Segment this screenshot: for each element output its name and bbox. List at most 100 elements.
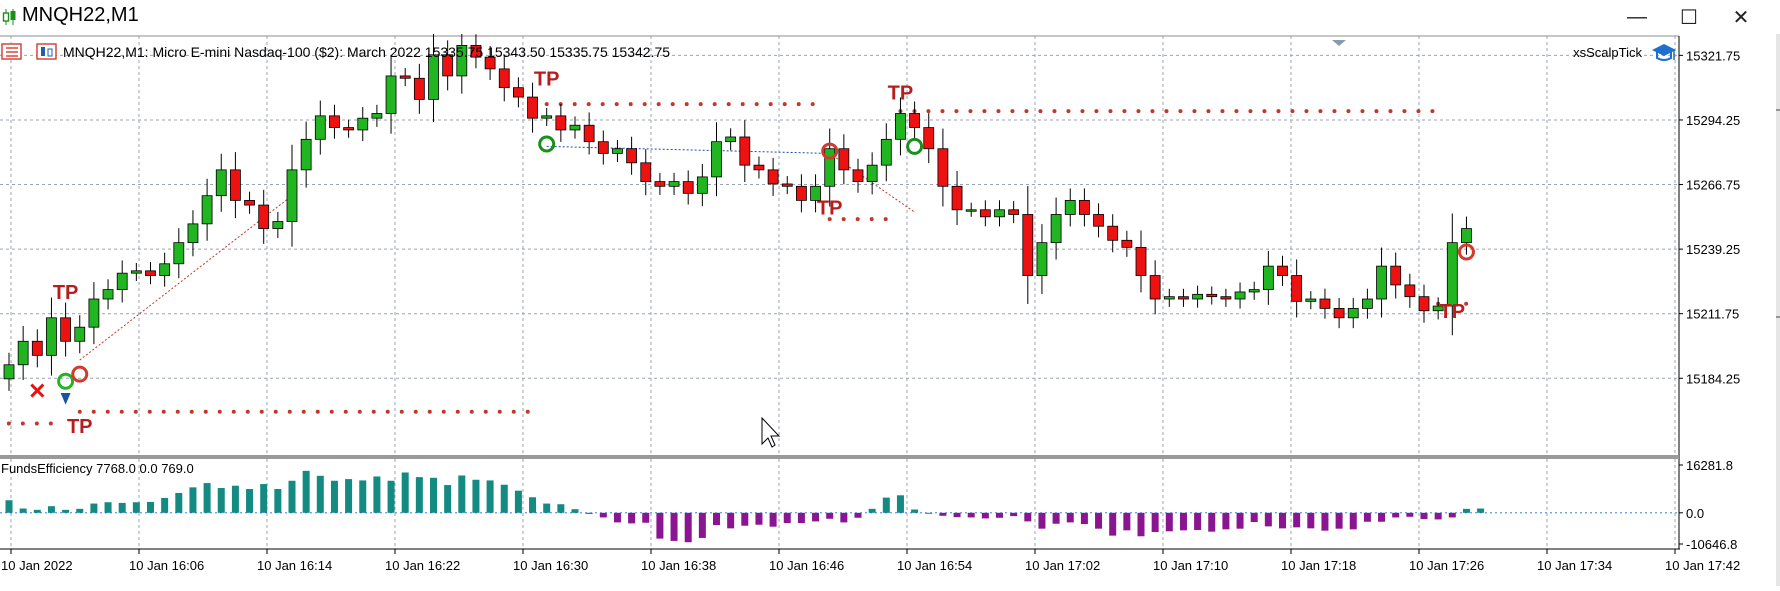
candle-body: [1149, 275, 1161, 300]
histogram-bar: [797, 512, 805, 524]
entry-circle: [1457, 243, 1475, 261]
level-dot: [1318, 109, 1323, 114]
histogram-bar: [373, 476, 381, 513]
histogram-bar: [189, 487, 197, 513]
level-dot: [77, 409, 82, 414]
time-tick-label: 10 Jan 17:26: [1409, 558, 1484, 573]
time-tick-label: 10 Jan 16:38: [641, 558, 716, 573]
level-dot: [796, 102, 801, 107]
candle-body: [852, 169, 864, 182]
level-dot: [544, 102, 549, 107]
level-dot: [1360, 109, 1365, 114]
chart-symbol-info: MNQH22,M1: Micro E-mini Nasdaq-100 ($2):…: [63, 44, 670, 60]
entry-circle: [57, 372, 75, 390]
graduation-cap-icon[interactable]: [1652, 44, 1676, 61]
histogram-bar: [727, 512, 735, 529]
time-tick-label: 10 Jan 16:54: [897, 558, 972, 573]
histogram-bar: [1080, 512, 1088, 525]
histogram-bar: [76, 508, 84, 513]
candle-body: [399, 75, 411, 79]
histogram-bar: [387, 480, 395, 513]
chart-window[interactable]: TP TP TP TP TP TP 15321.75 15294.25 15266.75 152…: [0, 27, 1780, 586]
time-tick-label: 10 Jan 17:02: [1025, 558, 1100, 573]
level-dot: [441, 409, 446, 414]
candle-body: [116, 272, 128, 291]
candle-body: [1347, 308, 1359, 319]
candle-body: [46, 317, 57, 356]
entry-circle: [906, 137, 924, 155]
histogram-bar: [1095, 512, 1103, 529]
candle-body: [937, 148, 949, 187]
histogram-bar: [33, 509, 41, 513]
candle-body: [343, 127, 355, 131]
level-dot: [329, 409, 334, 414]
candle-body: [484, 56, 496, 70]
histogram-bar: [1250, 512, 1258, 523]
tp-label: TP: [534, 68, 560, 90]
candle-body: [215, 169, 227, 197]
candle-body: [145, 270, 156, 276]
candle-body: [442, 54, 454, 77]
level-dot: [119, 409, 124, 414]
candle-body: [1277, 265, 1288, 276]
time-axis[interactable]: 10 Jan 2022 10 Jan 16:06 10 Jan 16:14 10 Ja…: [1, 549, 1740, 573]
level-dot: [483, 409, 488, 414]
level-dot: [20, 421, 25, 426]
candle-body: [102, 289, 114, 300]
window-titlebar[interactable]: MNQH22,M1 — ☐ ✕: [0, 0, 1780, 34]
level-dot: [1094, 109, 1099, 114]
level-dot: [1234, 109, 1239, 114]
candle-body: [300, 138, 312, 171]
level-dot: [385, 409, 390, 414]
candle-body: [173, 242, 185, 265]
histogram-bar: [812, 512, 820, 522]
candle-body: [1333, 308, 1345, 319]
histogram-bar: [1038, 512, 1046, 529]
histogram-bar: [769, 512, 777, 527]
level-dot: [1136, 109, 1141, 114]
indicators-list-icon[interactable]: [1, 43, 22, 60]
level-dot: [91, 409, 96, 414]
level-dot: [511, 409, 516, 414]
histogram-bar: [1293, 512, 1301, 528]
price-axis[interactable]: 15321.75 15294.25 15266.75 15239.25 15211.75…: [1679, 48, 1740, 386]
price-tick-label: 15294.25: [1686, 113, 1740, 128]
candle-body: [3, 364, 15, 380]
candle-body: [1135, 246, 1147, 276]
level-dot: [469, 409, 474, 414]
expert-advisor-name[interactable]: xsScalpTick: [1573, 45, 1642, 60]
histogram-bar: [1236, 512, 1244, 529]
histogram-bar: [203, 483, 211, 513]
histogram-bar: [260, 484, 268, 513]
pane-separator[interactable]: [0, 455, 1679, 459]
histogram-bar: [1349, 512, 1357, 530]
chart-window-icon[interactable]: [36, 43, 57, 60]
histogram-bar: [118, 502, 126, 513]
entry-arrow: [60, 392, 71, 405]
candle-body: [909, 113, 920, 128]
candle-body: [1418, 296, 1430, 312]
minimize-button[interactable]: —: [1627, 5, 1647, 28]
level-dot: [371, 409, 376, 414]
candle-body: [597, 141, 609, 154]
histogram-bar: [1462, 508, 1470, 513]
histogram-bar: [500, 484, 508, 513]
histogram-bar: [330, 480, 338, 513]
level-dot: [1150, 109, 1155, 114]
candle-body: [385, 75, 397, 114]
candle-body: [1446, 242, 1458, 307]
level-dot: [698, 102, 703, 107]
close-button[interactable]: ✕: [1732, 6, 1750, 29]
histogram-bar: [415, 477, 423, 513]
chart-canvas[interactable]: TP TP TP TP TP TP 15321.75 15294.25 15266.75 152…: [0, 27, 1780, 586]
candle-body: [1121, 239, 1133, 248]
histogram-bar: [896, 495, 904, 513]
price-tick-label: 15239.25: [1686, 242, 1740, 257]
histogram-bar: [783, 512, 791, 524]
shift-marker-icon[interactable]: [1332, 40, 1346, 46]
maximize-button[interactable]: ☐: [1680, 6, 1698, 29]
level-dot: [357, 409, 362, 414]
level-dot: [1464, 301, 1469, 306]
histogram-bar: [1264, 512, 1272, 527]
histogram-bar: [1222, 512, 1230, 530]
